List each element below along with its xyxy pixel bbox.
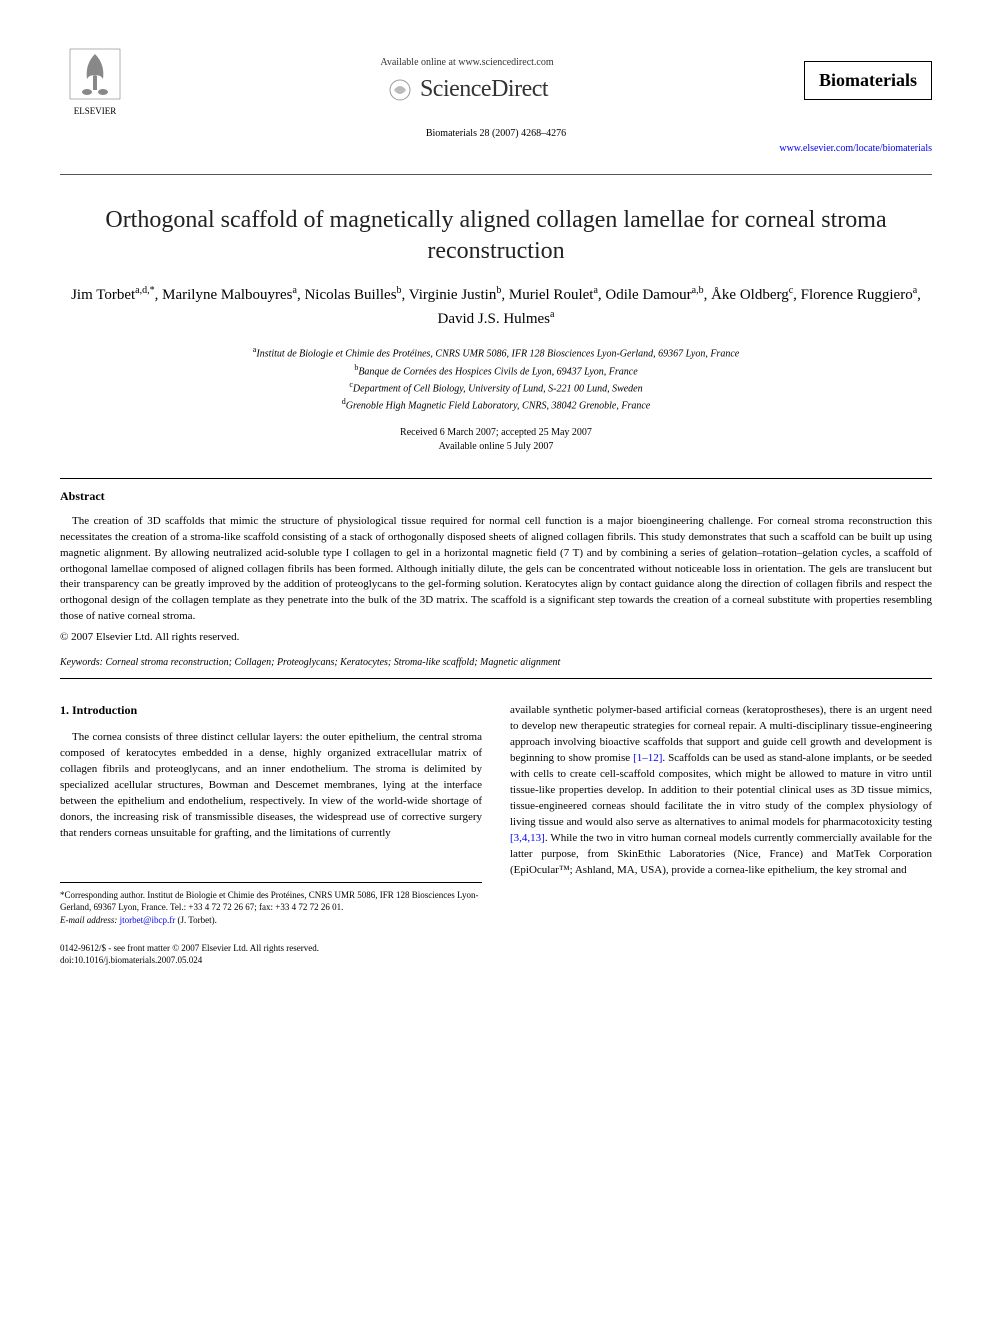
corresponding-author-box: *Corresponding author. Institut de Biolo… [60,882,482,927]
body-columns: 1. Introduction The cornea consists of t… [60,703,932,964]
intro-right-seg3: . While the two in vitro human corneal m… [510,832,932,876]
article-dates: Received 6 March 2007; accepted 25 May 2… [60,426,932,454]
affiliation-d: dGrenoble High Magnetic Field Laboratory… [60,396,932,413]
sciencedirect-row: ScienceDirect [130,76,804,104]
corresponding-email-line: E-mail address: jtorbet@ibcp.fr (J. Torb… [60,914,482,927]
sciencedirect-icon [386,76,414,104]
corresponding-text: *Corresponding author. Institut de Biolo… [60,889,482,914]
authors-list: Jim Torbeta,d,*, Marilyne Malbouyresa, N… [60,283,932,330]
affiliations: aInstitut de Biologie et Chimie des Prot… [60,344,932,413]
intro-para-left: The cornea consists of three distinct ce… [60,730,482,842]
intro-heading: 1. Introduction [60,703,482,718]
email-label: E-mail address: [60,915,117,925]
footer-left-block: 0142-9612/$ - see front matter © 2007 El… [60,943,482,965]
doi-text: doi:10.1016/j.biomaterials.2007.05.024 [60,955,482,965]
header-divider [60,174,932,175]
available-online-text: Available online at www.sciencedirect.co… [130,57,804,68]
abstract-copyright: © 2007 Elsevier Ltd. All rights reserved… [60,631,932,643]
elsevier-tree-icon [65,44,125,104]
header-center: Available online at www.sciencedirect.co… [130,57,804,104]
email-address[interactable]: jtorbet@ibcp.fr [120,915,176,925]
received-date: Received 6 March 2007; accepted 25 May 2… [60,426,932,440]
affiliation-c: cDepartment of Cell Biology, University … [60,379,932,396]
citation-text: Biomaterials 28 (2007) 4268–4276 [60,128,932,139]
sciencedirect-text: ScienceDirect [420,76,548,103]
ref-link-1-12[interactable]: [1–12] [633,752,662,764]
abstract-bottom-divider [60,678,932,679]
affiliation-b: bBanque de Cornées des Hospices Civils d… [60,362,932,379]
ref-link-3-4-13[interactable]: [3,4,13] [510,832,545,844]
right-column: available synthetic polymer-based artifi… [510,703,932,964]
journal-box: Biomaterials [804,61,932,100]
journal-link[interactable]: www.elsevier.com/locate/biomaterials [60,143,932,154]
journal-name: Biomaterials [819,70,917,91]
abstract-top-divider [60,478,932,479]
elsevier-label: ELSEVIER [74,106,117,116]
keywords-text: Corneal stroma reconstruction; Collagen;… [105,657,560,668]
keywords-label: Keywords: [60,657,103,668]
header-row: ELSEVIER Available online at www.science… [60,40,932,120]
article-title: Orthogonal scaffold of magnetically alig… [60,205,932,267]
intro-para-right: available synthetic polymer-based artifi… [510,703,932,878]
left-column: 1. Introduction The cornea consists of t… [60,703,482,964]
keywords-line: Keywords: Corneal stroma reconstruction;… [60,657,932,668]
front-matter-text: 0142-9612/$ - see front matter © 2007 El… [60,943,482,953]
abstract-body: The creation of 3D scaffolds that mimic … [60,514,932,626]
elsevier-logo: ELSEVIER [60,40,130,120]
email-name: (J. Torbet). [177,915,216,925]
affiliation-a: aInstitut de Biologie et Chimie des Prot… [60,344,932,361]
online-date: Available online 5 July 2007 [60,440,932,454]
abstract-heading: Abstract [60,489,932,504]
